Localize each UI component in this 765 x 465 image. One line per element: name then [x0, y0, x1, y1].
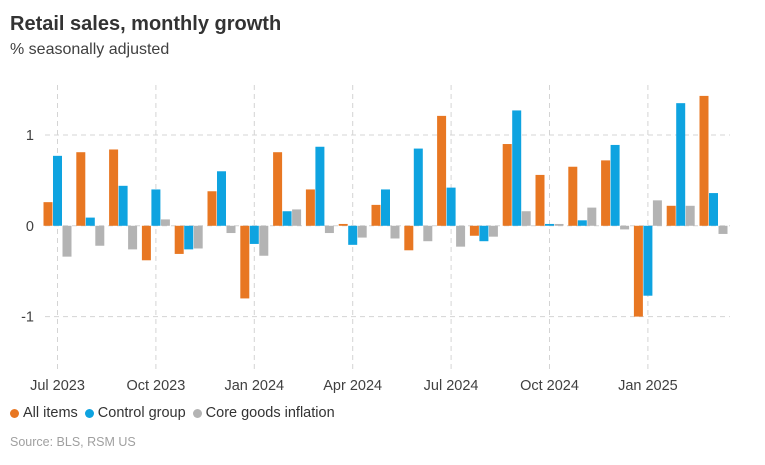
bar-all-items	[174, 225, 184, 254]
legend-swatch-icon	[10, 408, 19, 418]
bar-all-items	[240, 225, 250, 299]
bar-control-group	[709, 193, 718, 226]
legend-label: Control group	[97, 405, 186, 421]
bar-control-group	[85, 217, 95, 226]
bar-core-goods-inflation	[160, 219, 170, 226]
bar-core-goods-inflation	[259, 225, 269, 256]
bar-control-group	[643, 225, 653, 296]
bar-all-items	[535, 174, 545, 226]
bar-core-goods-inflation	[128, 225, 138, 250]
bar-core-goods-inflation	[456, 225, 466, 247]
legend-item-control-group: Control group	[84, 405, 186, 421]
chart-title: Retail sales, monthly growth	[10, 13, 282, 35]
bar-core-goods-inflation	[488, 225, 498, 237]
bar-control-group	[53, 155, 62, 226]
bar-all-items	[207, 191, 217, 226]
bar-core-goods-inflation	[324, 225, 334, 234]
bar-all-items	[273, 152, 283, 226]
bar-all-items	[76, 152, 86, 226]
x-tick-label: Apr 2024	[323, 378, 382, 394]
bar-control-group	[479, 225, 489, 242]
bar-core-goods-inflation	[521, 211, 531, 226]
legend-item-core-goods-inflation: Core goods inflation	[192, 405, 335, 421]
legend-label: All items	[23, 405, 78, 421]
bar-core-goods-inflation	[685, 205, 695, 226]
bar-control-group	[217, 171, 226, 226]
legend-swatch-icon	[192, 408, 202, 418]
bar-core-goods-inflation	[193, 225, 203, 249]
bar-control-group	[381, 189, 390, 226]
bar-all-items	[305, 189, 315, 226]
bar-core-goods-inflation	[292, 209, 302, 226]
bar-all-items	[633, 225, 643, 317]
bar-control-group	[315, 146, 325, 226]
bar-core-goods-inflation	[587, 207, 597, 226]
y-tick-label: 1	[26, 128, 34, 144]
x-tick-label: Jan 2025	[618, 378, 678, 394]
bar-control-group	[512, 110, 522, 226]
bar-all-items	[699, 95, 709, 226]
bar-control-group	[577, 220, 587, 226]
legend-swatch-icon	[84, 408, 94, 418]
bar-all-items	[338, 223, 348, 226]
bar-control-group	[348, 225, 358, 245]
bar-all-items	[109, 149, 119, 226]
x-tick-label: Jan 2024	[224, 378, 284, 394]
bar-control-group	[676, 103, 686, 226]
bar-chart: 1 0 -1 Jul 2023 Oct 2023 Jan 2024 Apr 2024 Jul …	[21, 85, 730, 394]
bar-control-group	[545, 223, 554, 226]
bar-control-group	[413, 148, 423, 226]
bar-all-items	[141, 225, 151, 261]
chart-subtitle: % seasonally adjusted	[10, 41, 170, 58]
bar-core-goods-inflation	[423, 225, 433, 242]
x-tick-label: Oct 2024	[520, 378, 579, 394]
x-tick-label: Jul 2023	[30, 378, 85, 394]
bar-all-items	[371, 204, 381, 226]
bar-core-goods-inflation	[652, 200, 662, 226]
bar-all-items	[437, 115, 447, 226]
bar-all-items	[469, 225, 479, 236]
bar-core-goods-inflation	[390, 225, 400, 239]
bar-all-items	[666, 205, 676, 226]
bar-all-items	[502, 144, 512, 226]
y-tick-label: -1	[21, 310, 34, 326]
source-note: Source: BLS, RSM US	[10, 435, 136, 449]
bar-core-goods-inflation	[554, 223, 564, 226]
x-tick-label: Jul 2024	[424, 378, 479, 394]
bar-core-goods-inflation	[620, 225, 630, 230]
bar-control-group	[151, 189, 161, 226]
x-tick-label: Oct 2023	[126, 378, 185, 394]
y-tick-label: 0	[26, 219, 34, 235]
legend-label: Core goods inflation	[205, 405, 335, 421]
bar-control-group	[118, 185, 128, 226]
bar-core-goods-inflation	[357, 225, 367, 238]
bar-control-group	[610, 144, 620, 226]
bar-control-group	[184, 225, 194, 250]
bar-control-group	[249, 225, 259, 244]
bar-all-items	[568, 166, 578, 226]
bar-control-group	[282, 211, 292, 226]
bar-control-group	[446, 187, 456, 226]
bar-all-items	[601, 160, 611, 226]
bar-core-goods-inflation	[718, 225, 728, 234]
bar-core-goods-inflation	[226, 225, 236, 234]
bar-all-items	[43, 202, 53, 226]
bar-core-goods-inflation	[95, 225, 105, 246]
bar-core-goods-inflation	[62, 225, 72, 257]
legend-item-all-items: All items	[10, 405, 78, 421]
bar-all-items	[404, 225, 414, 251]
chart-legend: All items Control group Core goods infla…	[10, 405, 342, 421]
